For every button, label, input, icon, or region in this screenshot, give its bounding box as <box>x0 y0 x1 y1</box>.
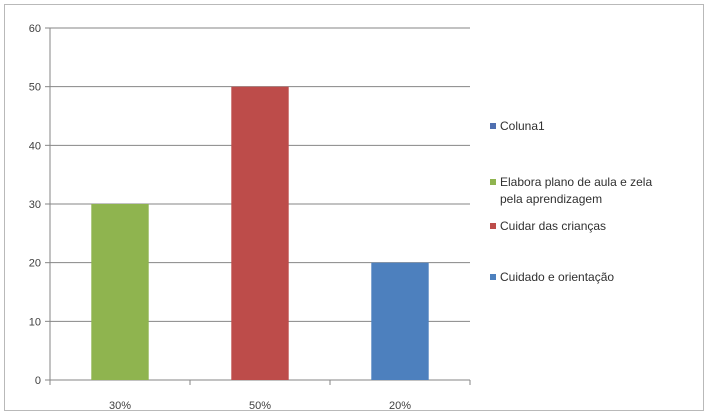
legend-swatch <box>490 179 496 185</box>
x-tick-label: 50% <box>249 400 271 412</box>
y-tick-label: 50 <box>29 82 41 94</box>
bar-2-1 <box>231 86 289 381</box>
legend-swatch <box>490 223 496 229</box>
y-tick-label: 20 <box>29 258 41 270</box>
legend-label: Cuidar das crianças <box>500 219 606 233</box>
y-tick-label: 0 <box>35 375 41 387</box>
legend-label: pela aprendizagem <box>500 192 602 206</box>
y-tick-label: 30 <box>29 199 41 211</box>
bar-3-2 <box>371 262 429 380</box>
x-tick-label: 20% <box>389 400 411 412</box>
y-tick-label: 60 <box>29 23 41 35</box>
legend-swatch <box>490 274 496 280</box>
y-tick-label: 40 <box>29 140 41 152</box>
bar-1-0 <box>91 204 149 380</box>
y-tick-label: 10 <box>29 316 41 328</box>
legend-swatch <box>490 123 496 129</box>
x-tick-label: 30% <box>109 400 131 412</box>
legend-label: Coluna1 <box>500 119 545 133</box>
legend-label: Cuidado e orientação <box>500 270 614 284</box>
legend-label: Elabora plano de aula e zela <box>500 175 652 189</box>
